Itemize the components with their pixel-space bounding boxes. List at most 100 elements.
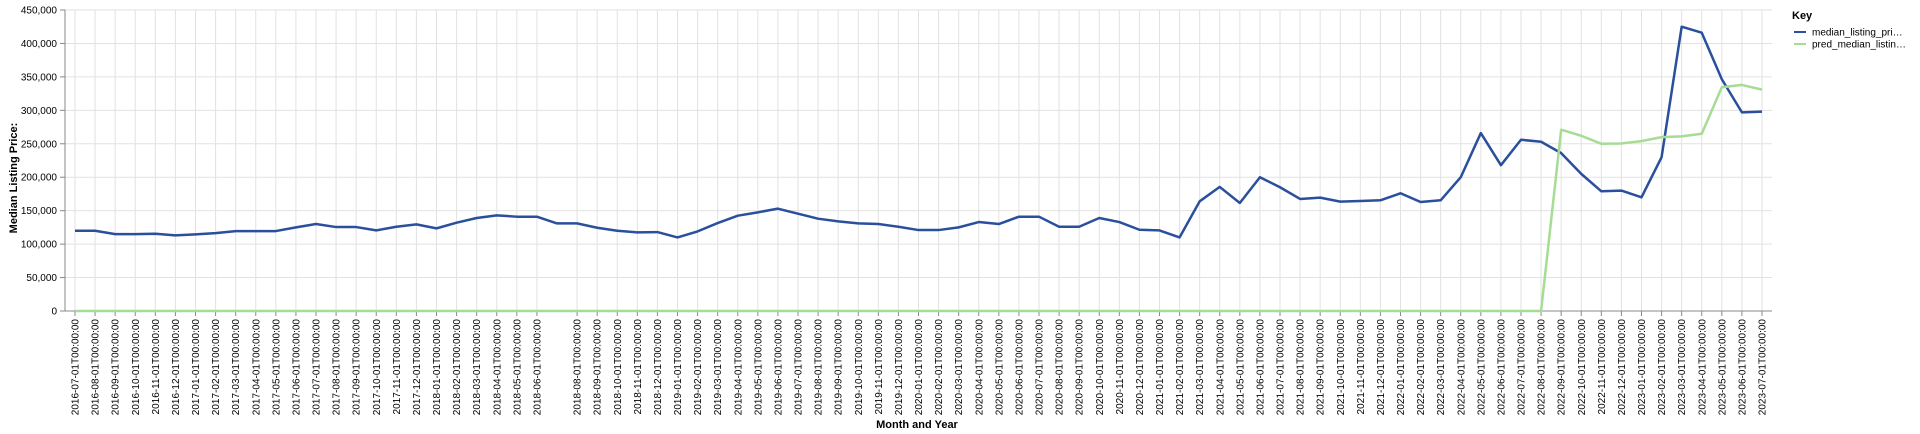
data-point-0 (134, 233, 136, 235)
data-point-1 (817, 310, 819, 312)
x-tick-label: 2016-10-01T00:00:00 (131, 319, 142, 416)
x-tick-label: 2022-12-01T00:00:00 (1617, 319, 1628, 416)
data-point-0 (1600, 190, 1602, 192)
data-point-0 (1741, 111, 1743, 113)
x-tick-label: 2017-12-01T00:00:00 (412, 319, 423, 416)
data-point-1 (937, 310, 939, 312)
data-point-0 (1319, 196, 1321, 198)
x-tick-label: 2018-10-01T00:00:00 (613, 319, 624, 416)
x-tick-label: 2021-09-01T00:00:00 (1316, 319, 1327, 416)
data-point-0 (1078, 226, 1080, 228)
data-point-1 (897, 310, 899, 312)
series-line-1 (75, 83, 1763, 313)
x-tick-label: 2018-02-01T00:00:00 (452, 319, 463, 416)
data-point-0 (194, 233, 196, 235)
data-point-0 (917, 229, 919, 231)
data-point-0 (556, 222, 558, 224)
data-point-0 (475, 217, 477, 219)
data-point-0 (1680, 26, 1682, 28)
data-point-0 (1460, 176, 1462, 178)
x-tick-label: 2022-05-01T00:00:00 (1476, 319, 1487, 416)
data-point-0 (777, 207, 779, 209)
x-tick-label: 2019-01-01T00:00:00 (673, 319, 684, 416)
x-tick-label: 2018-01-01T00:00:00 (432, 319, 443, 416)
data-point-0 (536, 215, 538, 217)
x-tick-label: 2023-03-01T00:00:00 (1677, 319, 1688, 416)
x-axis: 2016-07-01T00:00:00 2016-08-01T00:00:00 20… (65, 310, 1772, 416)
x-tick-label: 2017-04-01T00:00:00 (251, 319, 262, 416)
data-point-0 (375, 229, 377, 231)
x-tick-label: 2022-11-01T00:00:00 (1597, 319, 1608, 415)
data-point-1 (154, 310, 156, 312)
data-point-1 (1359, 310, 1361, 312)
data-point-1 (74, 310, 76, 312)
data-point-1 (1419, 310, 1421, 312)
data-point-1 (1319, 310, 1321, 312)
data-point-0 (636, 231, 638, 233)
x-tick-label: 2020-07-01T00:00:00 (1035, 319, 1046, 416)
data-point-1 (415, 310, 417, 312)
data-point-1 (917, 310, 919, 312)
gridlines (65, 9, 1772, 312)
data-point-1 (1058, 310, 1060, 312)
data-point-0 (1138, 229, 1140, 231)
data-point-0 (937, 229, 939, 231)
data-point-0 (1520, 139, 1522, 141)
data-point-0 (1259, 176, 1261, 178)
data-point-1 (295, 310, 297, 312)
data-point-1 (636, 310, 638, 312)
data-point-0 (1419, 201, 1421, 203)
data-point-1 (395, 310, 397, 312)
x-tick-label: 2023-05-01T00:00:00 (1717, 319, 1728, 416)
x-tick-label: 2021-02-01T00:00:00 (1175, 319, 1186, 416)
data-point-0 (656, 231, 658, 233)
x-tick-label: 2020-03-01T00:00:00 (954, 319, 965, 416)
data-point-0 (1701, 32, 1703, 34)
data-point-1 (1680, 135, 1682, 137)
x-tick-label: 2018-09-01T00:00:00 (593, 319, 604, 416)
data-point-1 (957, 310, 959, 312)
data-point-1 (94, 310, 96, 312)
data-point-1 (516, 310, 518, 312)
data-point-0 (1560, 152, 1562, 154)
data-point-0 (676, 236, 678, 238)
x-tick-label: 2021-03-01T00:00:00 (1195, 319, 1206, 416)
y-tick-label: 200,000 (21, 173, 58, 184)
x-tick-label: 2020-12-01T00:00:00 (1135, 319, 1146, 416)
x-tick-label: 2020-08-01T00:00:00 (1055, 319, 1066, 416)
y-axis-title: Median Listing Price: (8, 123, 20, 234)
legend-label: pred_median_listin… (1812, 40, 1906, 51)
x-tick-label: 2018-11-01T00:00:00 (633, 319, 644, 415)
x-tick-label: 2023-02-01T00:00:00 (1657, 319, 1668, 416)
data-point-0 (877, 223, 879, 225)
x-tick-label: 2023-04-01T00:00:00 (1697, 319, 1708, 416)
data-point-0 (616, 230, 618, 232)
x-tick-label: 2022-10-01T00:00:00 (1577, 319, 1588, 416)
data-point-1 (1540, 310, 1542, 312)
x-tick-label: 2020-09-01T00:00:00 (1075, 319, 1086, 416)
data-point-1 (1520, 310, 1522, 312)
data-point-1 (1198, 310, 1200, 312)
data-point-0 (576, 222, 578, 224)
x-tick-label: 2021-05-01T00:00:00 (1235, 319, 1246, 416)
x-tick-label: 2021-08-01T00:00:00 (1296, 319, 1307, 416)
data-point-1 (978, 310, 980, 312)
x-tick-label: 2017-05-01T00:00:00 (271, 319, 282, 416)
data-point-0 (1158, 229, 1160, 231)
x-tick-label: 2018-08-01T00:00:00 (573, 319, 584, 416)
data-point-0 (415, 223, 417, 225)
x-tick-label: 2019-08-01T00:00:00 (814, 319, 825, 416)
x-tick-label: 2020-10-01T00:00:00 (1095, 319, 1106, 416)
data-point-1 (656, 310, 658, 312)
data-point-1 (1600, 143, 1602, 145)
data-point-0 (355, 226, 357, 228)
data-point-1 (777, 310, 779, 312)
data-point-1 (857, 310, 859, 312)
x-tick-label: 2021-06-01T00:00:00 (1255, 319, 1266, 416)
data-point-1 (877, 310, 879, 312)
x-tick-label: 2017-02-01T00:00:00 (211, 319, 222, 416)
data-point-1 (797, 310, 799, 312)
x-tick-label: 2017-09-01T00:00:00 (352, 319, 363, 416)
data-point-1 (1480, 310, 1482, 312)
